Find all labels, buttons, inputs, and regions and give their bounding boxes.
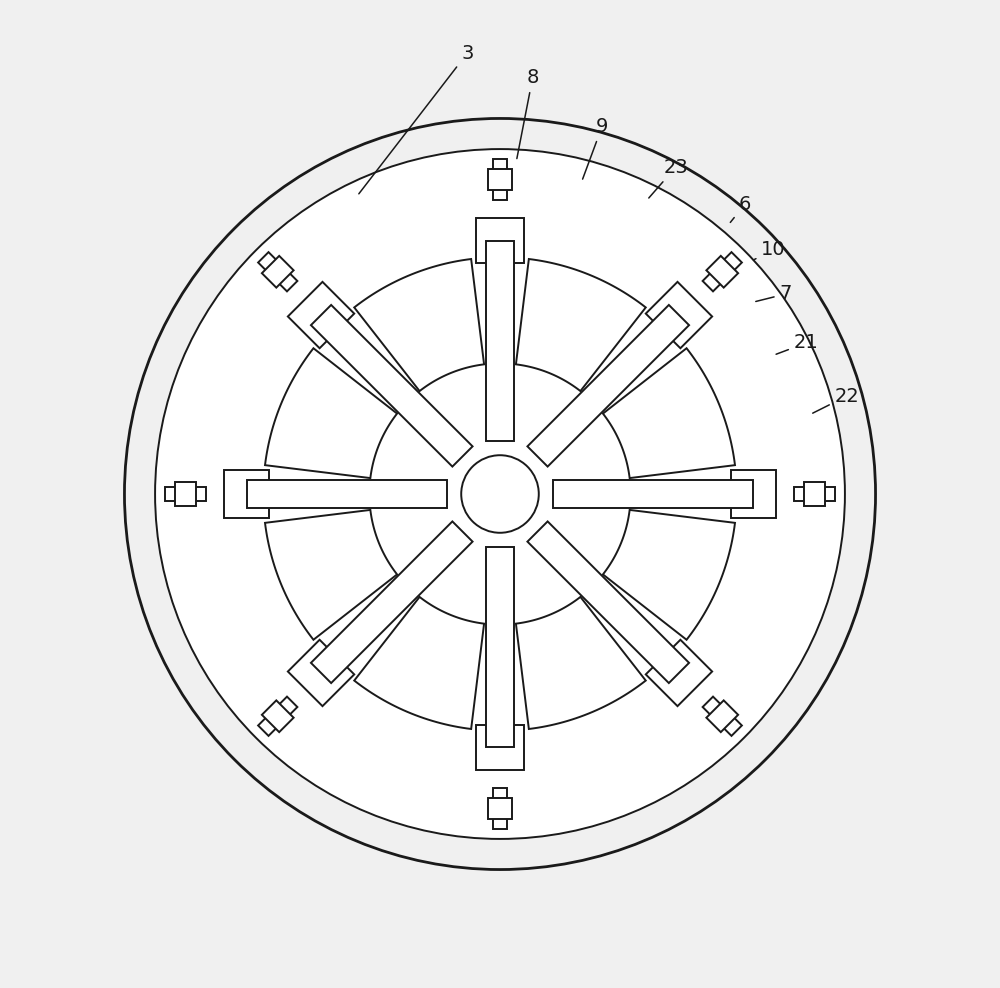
Text: 23: 23	[649, 158, 688, 198]
Polygon shape	[493, 787, 507, 829]
Polygon shape	[488, 798, 512, 818]
Circle shape	[124, 119, 876, 869]
Polygon shape	[488, 170, 512, 190]
Polygon shape	[706, 256, 738, 288]
Polygon shape	[265, 510, 397, 640]
Polygon shape	[354, 597, 484, 729]
Polygon shape	[247, 480, 447, 508]
Text: 9: 9	[583, 118, 608, 179]
Polygon shape	[516, 597, 646, 729]
Polygon shape	[262, 256, 294, 288]
Polygon shape	[486, 241, 514, 441]
Polygon shape	[354, 259, 484, 391]
Polygon shape	[703, 697, 742, 736]
Polygon shape	[258, 252, 297, 291]
Polygon shape	[476, 724, 524, 770]
Polygon shape	[165, 487, 206, 501]
Circle shape	[461, 455, 539, 533]
Text: 6: 6	[730, 195, 751, 222]
Polygon shape	[553, 480, 753, 508]
Polygon shape	[646, 640, 712, 706]
Polygon shape	[603, 510, 735, 640]
Polygon shape	[527, 305, 689, 466]
Text: 7: 7	[756, 285, 792, 303]
Polygon shape	[516, 259, 646, 391]
Text: 10: 10	[753, 239, 786, 260]
Polygon shape	[311, 522, 473, 683]
Polygon shape	[476, 218, 524, 264]
Polygon shape	[288, 640, 354, 706]
Text: 21: 21	[776, 334, 819, 355]
Polygon shape	[646, 282, 712, 348]
Polygon shape	[731, 469, 776, 519]
Polygon shape	[527, 522, 689, 683]
Text: 8: 8	[517, 68, 539, 159]
Polygon shape	[224, 469, 269, 519]
Polygon shape	[258, 697, 297, 736]
Text: 3: 3	[359, 43, 474, 194]
Polygon shape	[706, 700, 738, 732]
Polygon shape	[804, 482, 825, 506]
Polygon shape	[265, 348, 397, 478]
Text: 22: 22	[813, 386, 859, 413]
Polygon shape	[493, 159, 507, 201]
Polygon shape	[262, 700, 294, 732]
Polygon shape	[175, 482, 196, 506]
Polygon shape	[603, 348, 735, 478]
Polygon shape	[486, 547, 514, 747]
Polygon shape	[311, 305, 473, 466]
Polygon shape	[288, 282, 354, 348]
Circle shape	[155, 149, 845, 839]
Polygon shape	[703, 252, 742, 291]
Polygon shape	[794, 487, 835, 501]
